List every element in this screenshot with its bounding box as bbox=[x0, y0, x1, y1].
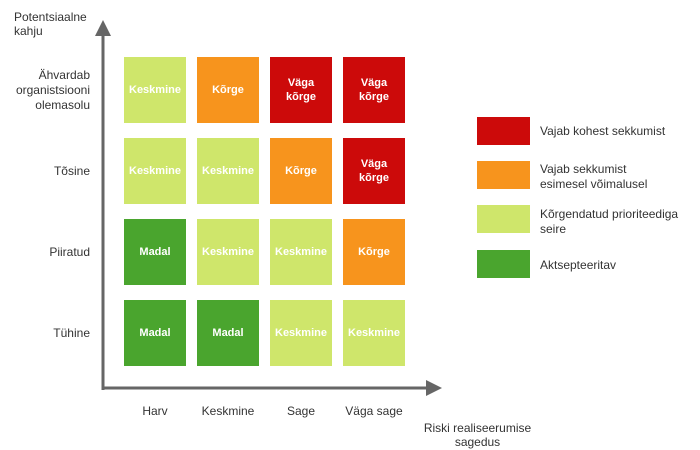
cell-r1-c2: Kõrge bbox=[270, 138, 332, 204]
cell-r2-c1: Keskmine bbox=[197, 219, 259, 285]
cell-r0-c3: Väga kõrge bbox=[343, 57, 405, 123]
y-axis-title: Potentsiaalne kahju bbox=[14, 10, 87, 38]
row-label-0: Ähvardab organistsiooni olemasolu bbox=[15, 68, 90, 112]
row-label-1: Tõsine bbox=[53, 164, 90, 178]
cell-r2-c0: Madal bbox=[124, 219, 186, 285]
x-axis-title: Riski realiseerumise sagedus bbox=[423, 421, 532, 449]
legend-swatch-immediate bbox=[477, 117, 530, 145]
legend-swatch-monitor bbox=[477, 205, 530, 233]
legend-swatch-soon bbox=[477, 161, 530, 189]
cell-r2-c3: Kõrge bbox=[343, 219, 405, 285]
legend-swatch-acceptable bbox=[477, 250, 530, 278]
cell-r0-c1: Kõrge bbox=[197, 57, 259, 123]
legend-label-immediate: Vajab kohest sekkumist bbox=[540, 124, 666, 138]
y-axis-arrow bbox=[95, 20, 111, 36]
cell-r1-c3: Väga kõrge bbox=[343, 138, 405, 204]
row-label-3: Tühine bbox=[53, 326, 90, 340]
cell-r3-c3: Keskmine bbox=[343, 300, 405, 366]
column-label-0: Harv bbox=[142, 404, 168, 418]
legend-label-soon: Vajab sekkumist esimesel võimalusel bbox=[540, 162, 648, 191]
column-label-3: Väga sage bbox=[345, 404, 403, 418]
legend-label-acceptable: Aktsepteeritav bbox=[540, 258, 617, 272]
legend-label-monitor: Kõrgendatud prioriteediga seire bbox=[540, 207, 679, 236]
cell-r1-c1: Keskmine bbox=[197, 138, 259, 204]
cell-r3-c1: Madal bbox=[197, 300, 259, 366]
column-label-1: Keskmine bbox=[201, 404, 255, 418]
cell-r3-c2: Keskmine bbox=[270, 300, 332, 366]
cell-r2-c2: Keskmine bbox=[270, 219, 332, 285]
row-label-2: Piiratud bbox=[49, 245, 90, 259]
cell-r3-c0: Madal bbox=[124, 300, 186, 366]
cell-r0-c0: Keskmine bbox=[124, 57, 186, 123]
cell-r1-c0: Keskmine bbox=[124, 138, 186, 204]
x-axis-arrow bbox=[426, 380, 442, 396]
cell-r0-c2: Väga kõrge bbox=[270, 57, 332, 123]
column-label-2: Sage bbox=[286, 404, 316, 418]
